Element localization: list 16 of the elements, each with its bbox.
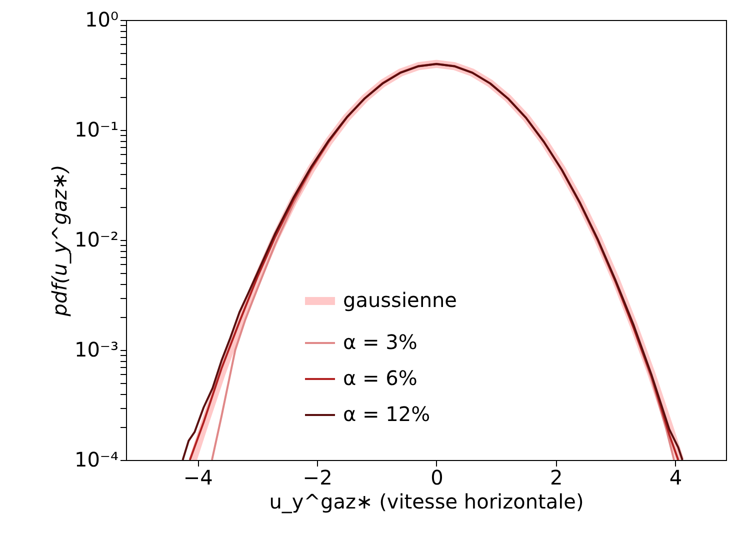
y-tick-label: 10⁻¹ (74, 118, 118, 142)
legend-label: α = 12% (343, 402, 430, 426)
x-tick-label: 0 (430, 466, 444, 490)
y-tick-label: 10⁰ (85, 8, 118, 32)
y-axis-title: pdf(u_y^gaz∗) (47, 164, 72, 318)
x-tick-label: 4 (669, 466, 682, 490)
y-tick-label: 10⁻⁴ (74, 448, 118, 472)
x-axis-title: u_y^gaz∗ (vitesse horizontale) (269, 490, 584, 514)
x-tick-label: 2 (550, 466, 563, 490)
legend-label: gaussienne (343, 288, 457, 312)
y-tick-label: 10⁻³ (74, 338, 118, 362)
y-tick-label: 10⁻² (74, 228, 118, 252)
x-tick-label: −2 (302, 466, 332, 490)
legend-label: α = 6% (343, 366, 418, 390)
x-tick-label: −4 (183, 466, 213, 490)
legend-label: α = 3% (343, 330, 418, 354)
